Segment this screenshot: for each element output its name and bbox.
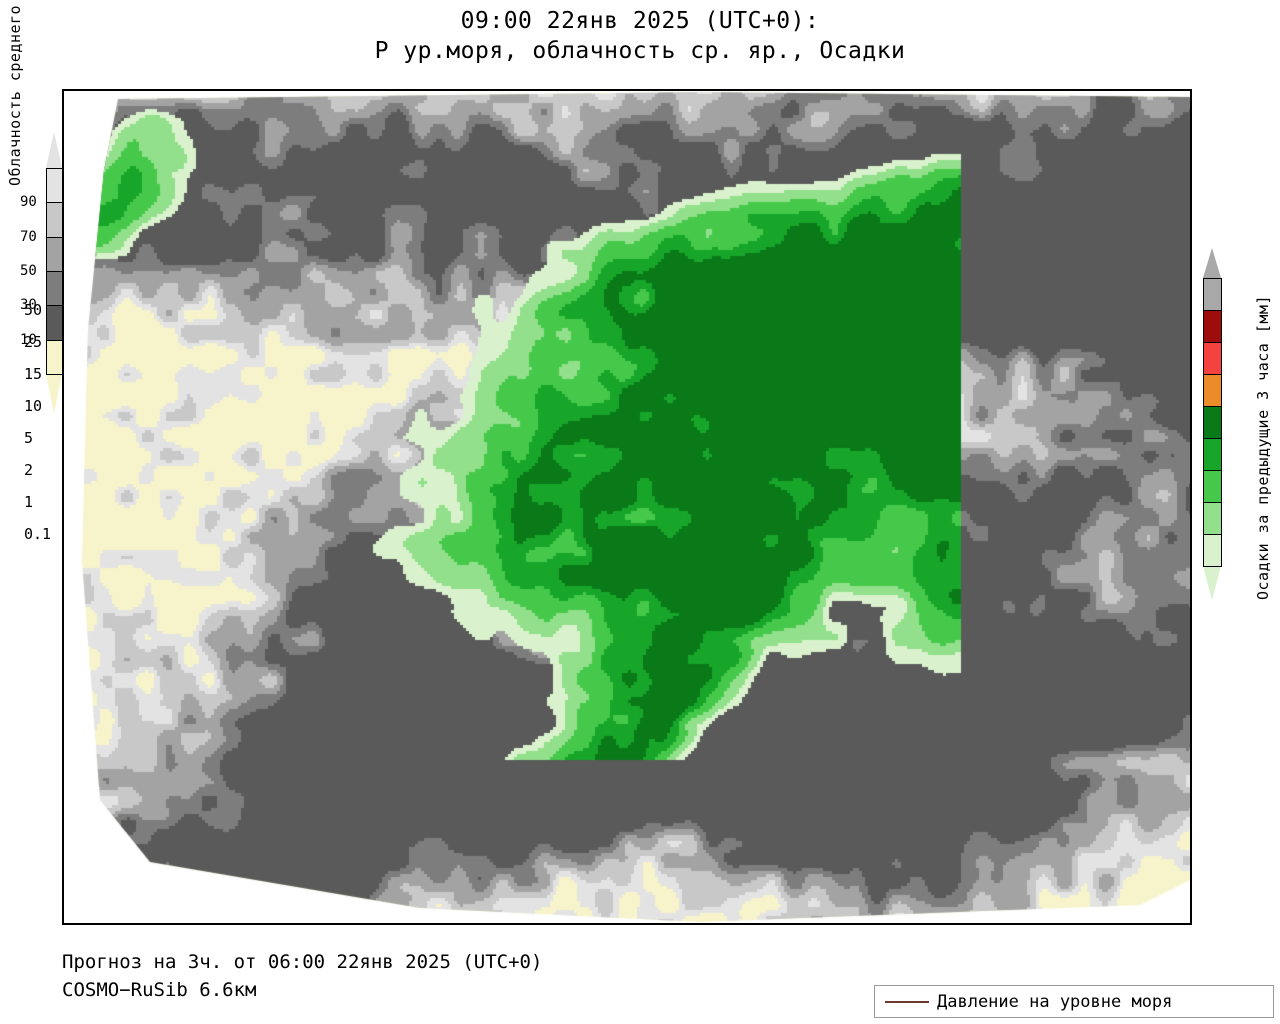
page-title: 09:00 22янв 2025 (UTC+0): P ур.моря, обл…: [0, 6, 1280, 66]
precip-colorbar-segment: [1203, 342, 1222, 375]
precip-colorbar-segment: [1203, 406, 1222, 439]
precip-colorbar-segment: [1203, 374, 1222, 407]
legend-box: Давление на уровне моря: [874, 985, 1274, 1018]
precip-colorbar-tick: 25: [24, 333, 43, 351]
cloud-colorbar-tick: 50: [20, 263, 37, 279]
title-line-1: 09:00 22янв 2025 (UTC+0):: [460, 8, 820, 34]
precip-colorbar-segment: [1203, 278, 1222, 311]
cloud-colorbar: [46, 132, 63, 414]
cloud-colorbar-segment: [46, 236, 63, 272]
cloud-colorbar-segment: [46, 339, 63, 375]
precip-colorbar: [1203, 248, 1222, 600]
weather-map[interactable]: [62, 89, 1192, 925]
cloud-colorbar-tick: 10: [20, 331, 37, 348]
cloud-colorbar-tick: 70: [20, 228, 37, 245]
cloud-colorbar-title: Облачность среднего яруса [%]: [6, 0, 24, 186]
precip-colorbar-segment: [1203, 470, 1222, 503]
map-canvas: [64, 91, 1190, 923]
precip-colorbar-top-tip: [1203, 248, 1221, 278]
title-line-2: P ур.моря, облачность ср. яр., Осадки: [374, 38, 906, 64]
map-overlay: [64, 91, 1190, 923]
pressure-line-icon: [885, 1000, 929, 1003]
precip-colorbar-segment: [1203, 310, 1222, 343]
footer-text: Прогноз на 3ч. от 06:00 22янв 2025 (UTC+…: [62, 948, 542, 1004]
cloud-colorbar-top-tip: [46, 132, 62, 168]
precip-colorbar-tick: 5: [24, 429, 34, 447]
precip-colorbar-segment: [1203, 502, 1222, 535]
precip-colorbar-tick: 10: [24, 397, 43, 415]
cloud-colorbar-tick: 90: [20, 194, 37, 211]
precip-colorbar-tick: 2: [24, 461, 34, 479]
cloud-colorbar-segment: [46, 271, 63, 307]
legend-pressure-label: Давление на уровне моря: [937, 991, 1173, 1012]
precip-colorbar-bottom-tip: [1203, 566, 1221, 600]
cloud-colorbar-bottom-tip: [46, 374, 62, 414]
precip-colorbar-title: Осадки за предыдущие 3 часа [мм]: [1254, 295, 1272, 600]
cloud-colorbar-segment: [46, 305, 63, 341]
precip-colorbar-tick: 1: [24, 493, 34, 511]
forecast-info-line: Прогноз на 3ч. от 06:00 22янв 2025 (UTC+…: [62, 951, 543, 973]
model-info-line: COSMO−RuSib 6.6км: [62, 979, 257, 1001]
cloud-colorbar-segment: [46, 168, 63, 204]
precip-colorbar-tick: 0.1: [24, 525, 52, 543]
precip-colorbar-segment: [1203, 438, 1222, 471]
precip-colorbar-tick: 15: [24, 365, 43, 383]
cloud-colorbar-tick: 30: [20, 297, 37, 314]
precip-colorbar-tick: 50: [24, 301, 43, 319]
cloud-colorbar-segment: [46, 202, 63, 238]
precip-colorbar-segment: [1203, 534, 1222, 567]
